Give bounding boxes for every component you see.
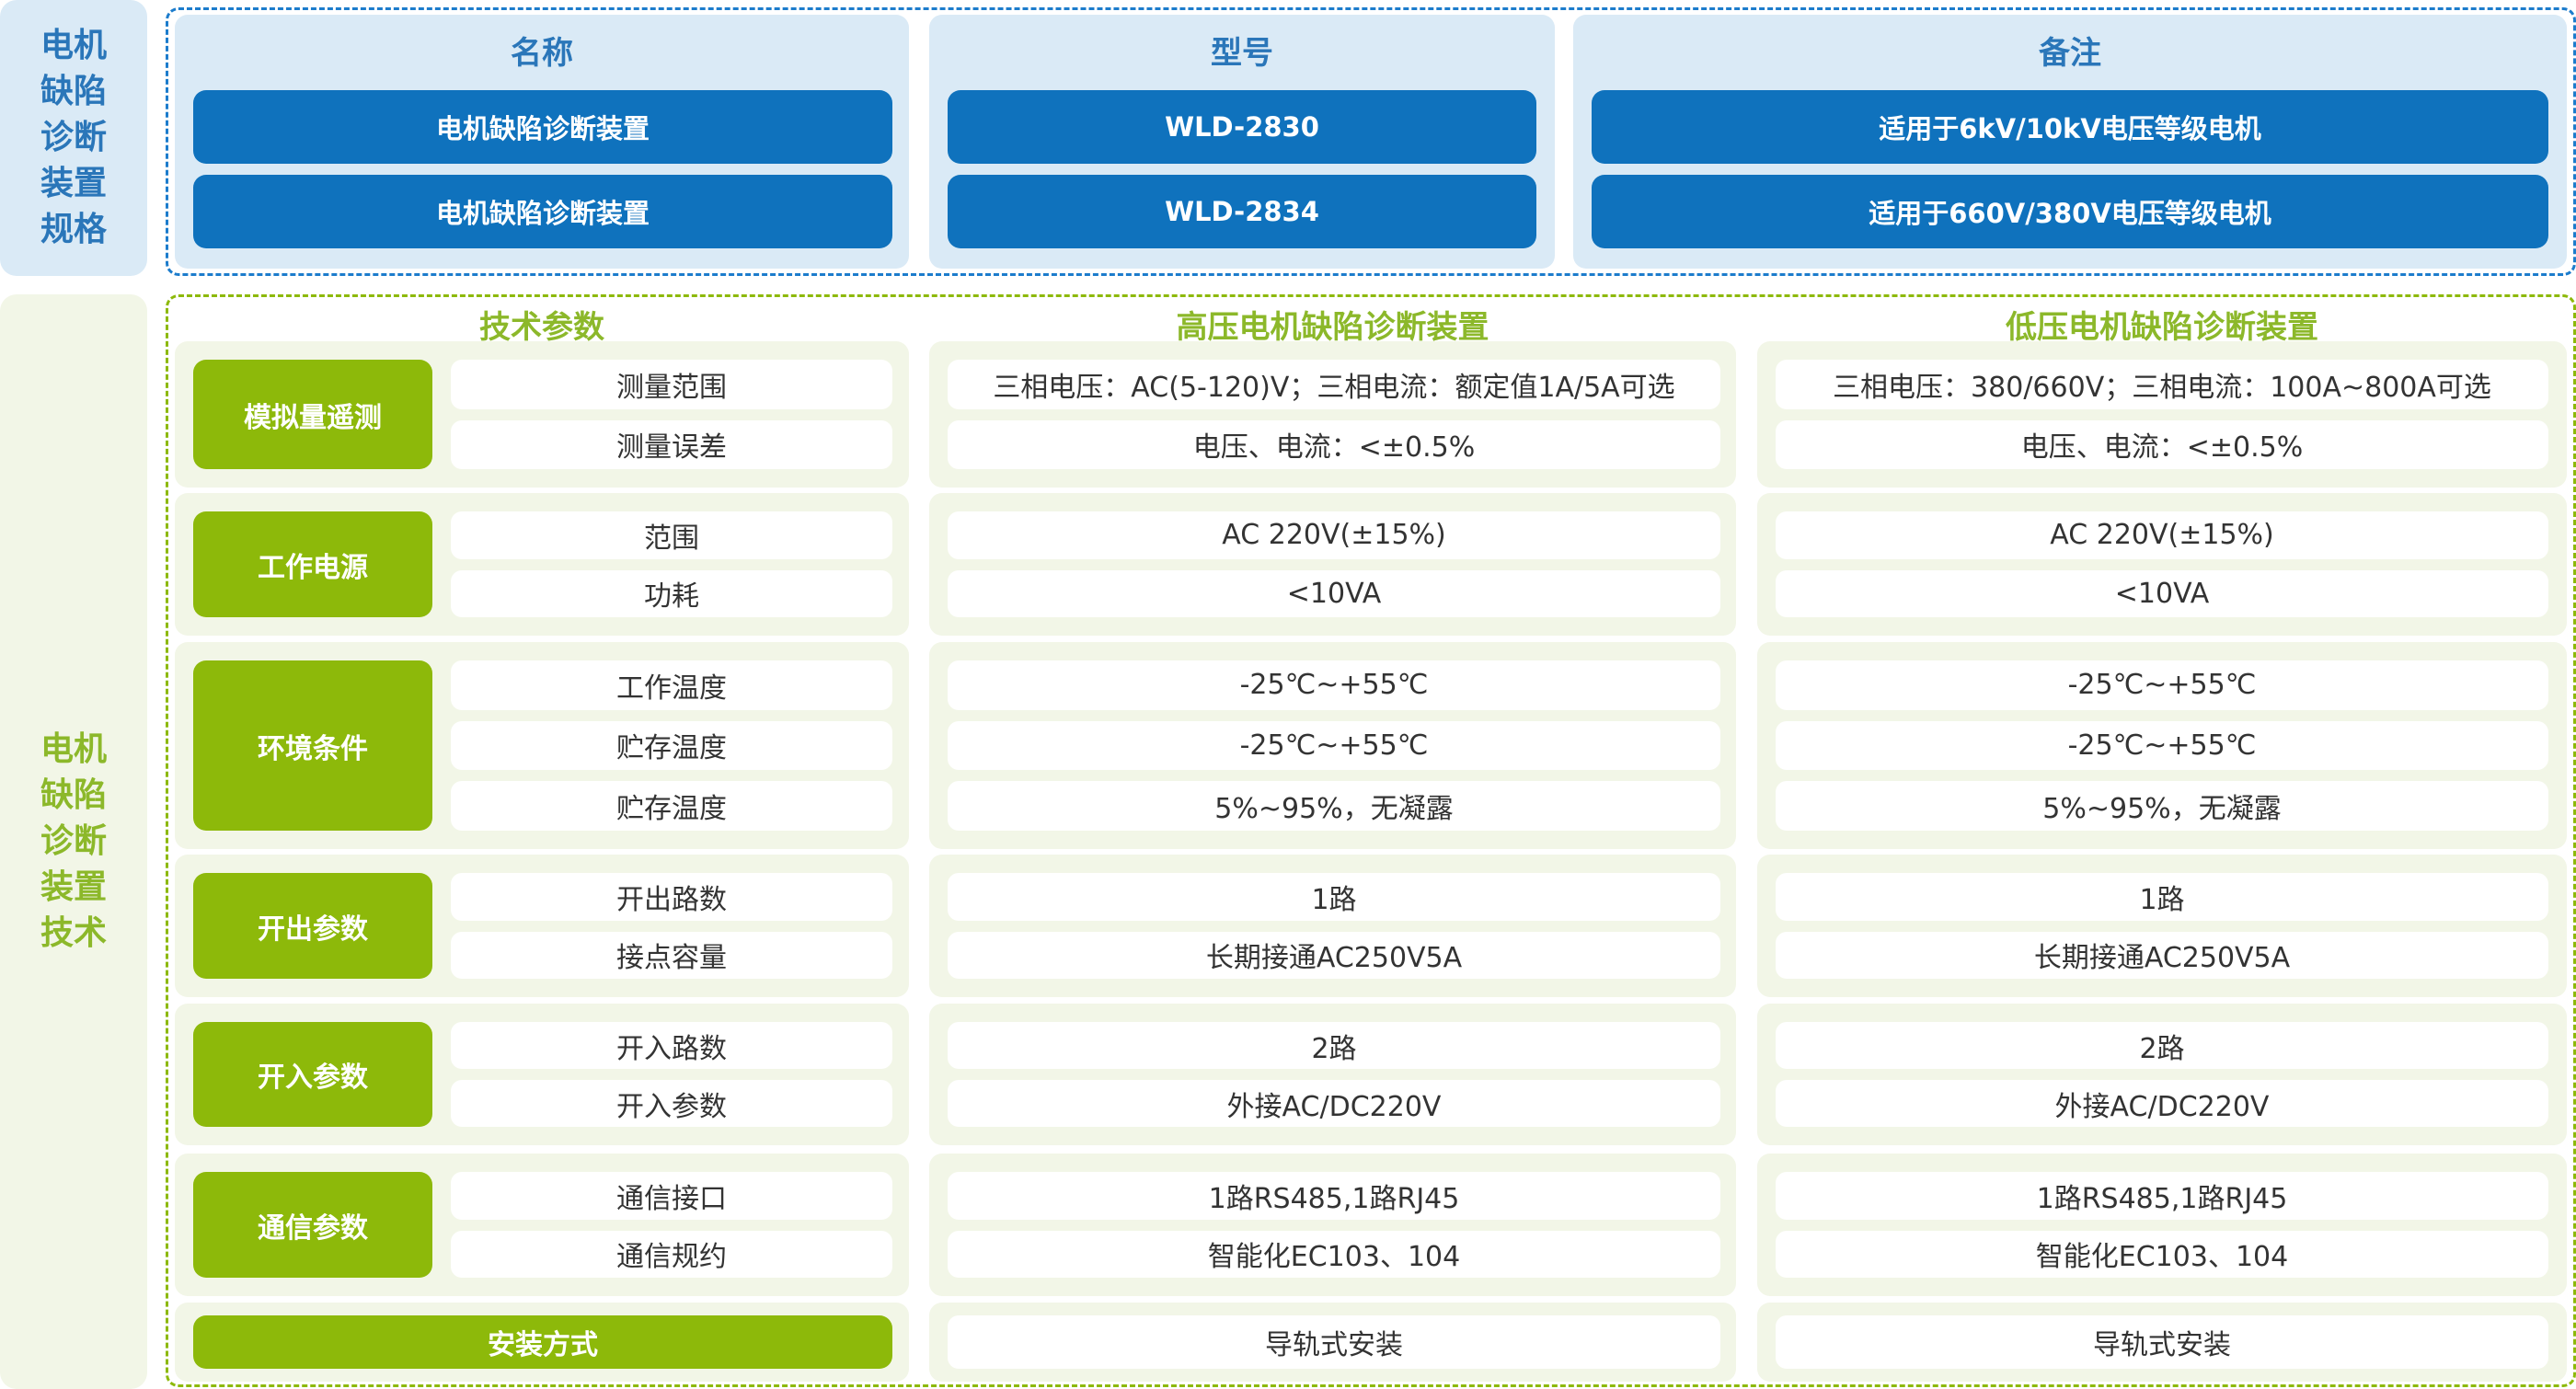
spec-cell-name: 电机缺陷诊断装置 [193,90,892,164]
group-label: 工作电源 [193,511,432,617]
hv-value-cell: 1路RS485,1路RJ45 [948,1172,1720,1220]
side-label-line: 诊断 [40,119,107,156]
hv-value-cell: 2路 [948,1022,1720,1069]
hv-value-cell: 电压、电流：<±0.5% [948,419,1720,469]
install-label: 安装方式 [193,1315,892,1369]
param-name-cell: 开入路数 [451,1022,892,1069]
param-name-cell: 测量误差 [451,419,892,469]
side-label-line: 诊断 [40,822,107,860]
group-label: 开入参数 [193,1022,432,1127]
lv-value-cell: 1路RS485,1路RJ45 [1776,1172,2548,1220]
lv-value-cell: 2路 [1776,1022,2548,1069]
tech-header-params: 技术参数 [479,309,604,346]
lv-value-cell: -25℃~+55℃ [1776,660,2548,710]
side-label-line: 缺陷 [40,776,107,814]
group-label: 环境条件 [193,660,432,831]
lv-value-cell: 5%~95%，无凝露 [1776,781,2548,831]
tech-header-lv: 低压电机缺陷诊断装置 [2006,309,2318,346]
tech-header-hv: 高压电机缺陷诊断装置 [1176,309,1489,346]
side-label-line: 电机 [40,27,107,64]
param-name-cell: 通信接口 [451,1172,892,1220]
lv-value-cell: -25℃~+55℃ [1776,720,2548,771]
install-lv-cell: 导轨式安装 [1776,1315,2548,1369]
lv-value-cell: 外接AC/DC220V [1776,1080,2548,1127]
spec-side-label: 电机缺陷诊断装置规格 [0,0,147,276]
spec-cell-model: WLD-2830 [948,90,1536,164]
hv-value-cell: -25℃~+55℃ [948,720,1720,771]
group-label: 模拟量遥测 [193,360,432,469]
side-label-line: 技术 [40,914,107,952]
param-name-cell: 开入参数 [451,1080,892,1127]
hv-value-cell: 三相电压：AC(5-120)V；三相电流：额定值1A/5A可选 [948,360,1720,409]
side-label-line: 电机 [40,730,107,768]
tech-side-label: 电机缺陷诊断装置技术 [0,294,147,1389]
group-label: 通信参数 [193,1172,432,1278]
lv-value-cell: 电压、电流：<±0.5% [1776,419,2548,469]
lv-value-cell: AC 220V(±15%) [1776,511,2548,559]
side-label-line: 规格 [40,211,107,248]
param-name-cell: 接点容量 [451,931,892,979]
hv-value-cell: 1路 [948,873,1720,921]
tech-dashed-frame [166,294,2576,1387]
lv-value-cell: <10VA [1776,569,2548,617]
param-name-cell: 通信规约 [451,1230,892,1278]
group-label: 开出参数 [193,873,432,979]
lv-value-cell: 长期接通AC250V5A [1776,931,2548,979]
hv-value-cell: 智能化EC103、104 [948,1230,1720,1278]
install-hv-cell: 导轨式安装 [948,1315,1720,1369]
hv-value-cell: AC 220V(±15%) [948,511,1720,559]
param-name-cell: 贮存温度 [451,720,892,771]
param-name-cell: 功耗 [451,569,892,617]
param-name-cell: 贮存温度 [451,781,892,831]
lv-value-cell: 三相电压：380/660V；三相电流：100A~800A可选 [1776,360,2548,409]
hv-value-cell: <10VA [948,569,1720,617]
spec-cell-name: 电机缺陷诊断装置 [193,175,892,248]
param-name-cell: 开出路数 [451,873,892,921]
spec-header-name: 名称 [511,35,573,72]
hv-value-cell: 外接AC/DC220V [948,1080,1720,1127]
lv-value-cell: 智能化EC103、104 [1776,1230,2548,1278]
spec-dashed-frame [166,7,2576,276]
hv-value-cell: 长期接通AC250V5A [948,931,1720,979]
spec-header-remark: 备注 [2039,35,2101,72]
side-label-line: 装置 [40,868,107,906]
param-name-cell: 范围 [451,511,892,559]
lv-value-cell: 1路 [1776,873,2548,921]
side-label-line: 装置 [40,165,107,202]
param-name-cell: 工作温度 [451,660,892,710]
spec-cell-model: WLD-2834 [948,175,1536,248]
spec-cell-remark: 适用于6kV/10kV电压等级电机 [1592,90,2548,164]
hv-value-cell: -25℃~+55℃ [948,660,1720,710]
spec-cell-remark: 适用于660V/380V电压等级电机 [1592,175,2548,248]
hv-value-cell: 5%~95%，无凝露 [948,781,1720,831]
param-name-cell: 测量范围 [451,360,892,409]
spec-header-model: 型号 [1211,35,1273,72]
side-label-line: 缺陷 [40,73,107,110]
